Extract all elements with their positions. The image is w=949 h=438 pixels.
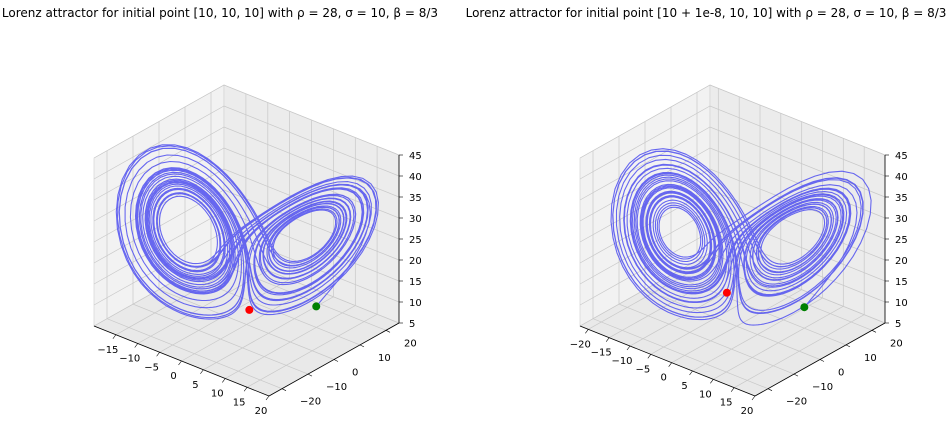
start-point-marker	[800, 303, 809, 312]
grid-line-z	[579, 210, 886, 285]
x-tick	[751, 395, 756, 401]
x-tick-label: −10	[119, 354, 140, 365]
z-tick-label: 15	[895, 277, 908, 288]
x-tick	[710, 379, 714, 384]
y-tick	[385, 330, 391, 333]
y-tick	[767, 388, 773, 391]
z-tick-label: 10	[895, 298, 908, 309]
y-tick-label: 10	[864, 353, 877, 364]
x-tick	[112, 334, 117, 339]
grid-line-z	[579, 84, 886, 159]
y-tick	[333, 359, 339, 362]
grid-line-z	[93, 84, 400, 159]
z-tick-label: 15	[409, 277, 422, 288]
chart-title: Lorenz attractor for initial point [10 +…	[466, 6, 947, 20]
x-tick-label: −10	[611, 356, 632, 367]
y-tick-label: 0	[352, 368, 358, 379]
y-tick-label: −10	[812, 382, 833, 393]
x-tick	[200, 369, 204, 374]
z-tick-label: 5	[409, 319, 415, 330]
trajectory-line	[115, 144, 379, 320]
z-tick-label: 30	[409, 214, 422, 225]
x-tick	[222, 378, 226, 383]
lorenz-plot-left: Lorenz attractor for initial point [10, …	[2, 6, 438, 417]
y-tick-label: 20	[890, 338, 903, 349]
x-tick	[647, 354, 652, 359]
x-tick-label: 10	[699, 389, 712, 400]
y-tick	[845, 344, 851, 348]
z-tick-label: 40	[409, 172, 422, 183]
grid-line-z	[579, 105, 886, 180]
x-tick	[585, 329, 589, 334]
x-tick-label: −15	[591, 348, 612, 359]
z-tick-label: 35	[409, 193, 422, 204]
x-tick-label: −15	[97, 345, 118, 356]
x-tick-label: 15	[233, 397, 246, 408]
z-tick-label: 30	[895, 214, 908, 225]
y-tick	[871, 330, 877, 333]
x-tick	[626, 345, 631, 351]
y-tick	[307, 373, 313, 377]
y-tick-label: −10	[326, 382, 347, 393]
chart-title: Lorenz attractor for initial point [10, …	[2, 6, 438, 20]
x-tick-label: 20	[255, 406, 268, 417]
y-tick	[281, 388, 287, 391]
x-tick	[134, 343, 138, 348]
z-tick-label: 45	[409, 151, 422, 162]
x-tick-label: −5	[144, 362, 159, 373]
x-tick	[178, 360, 182, 366]
grid-line-z	[93, 105, 400, 180]
z-tick-label: 35	[895, 193, 908, 204]
start-point-marker	[312, 302, 321, 311]
y-tick	[819, 359, 825, 362]
y-tick	[359, 344, 365, 348]
end-point-marker	[245, 305, 254, 314]
y-tick-label: −20	[300, 397, 321, 408]
x-tick	[605, 337, 610, 342]
x-tick-label: −20	[570, 339, 591, 350]
x-tick-label: 0	[170, 371, 176, 382]
x-tick-label: 5	[192, 380, 198, 391]
x-tick	[243, 387, 248, 392]
y-tick-label: 20	[404, 338, 417, 349]
z-tick-label: 20	[409, 256, 422, 267]
x-tick	[156, 352, 160, 357]
y-tick	[793, 373, 799, 377]
x-tick	[689, 370, 693, 376]
x-tick	[265, 395, 270, 401]
grid-line-z	[93, 126, 400, 201]
y-tick-label: −20	[786, 397, 807, 408]
z-tick-label: 20	[895, 256, 908, 267]
z-tick-label: 25	[895, 235, 908, 246]
x-tick	[668, 362, 672, 367]
x-tick-label: 5	[681, 381, 687, 392]
x-tick-label: 20	[741, 406, 754, 417]
lorenz-plot-right: Lorenz attractor for initial point [10 +…	[466, 6, 947, 417]
x-tick-label: −5	[635, 364, 650, 375]
x-tick	[730, 387, 735, 392]
x-tick-label: 10	[211, 389, 224, 400]
x-tick-label: 15	[720, 398, 733, 409]
y-tick-label: 10	[378, 353, 391, 364]
z-tick-label: 25	[409, 235, 422, 246]
z-tick-label: 10	[409, 298, 422, 309]
end-point-marker	[722, 288, 731, 297]
z-tick-label: 45	[895, 151, 908, 162]
z-tick-label: 5	[895, 319, 901, 330]
y-tick-label: 0	[838, 368, 844, 379]
z-tick-label: 40	[895, 172, 908, 183]
x-tick-label: 0	[660, 373, 666, 384]
trajectory-line	[610, 148, 872, 326]
